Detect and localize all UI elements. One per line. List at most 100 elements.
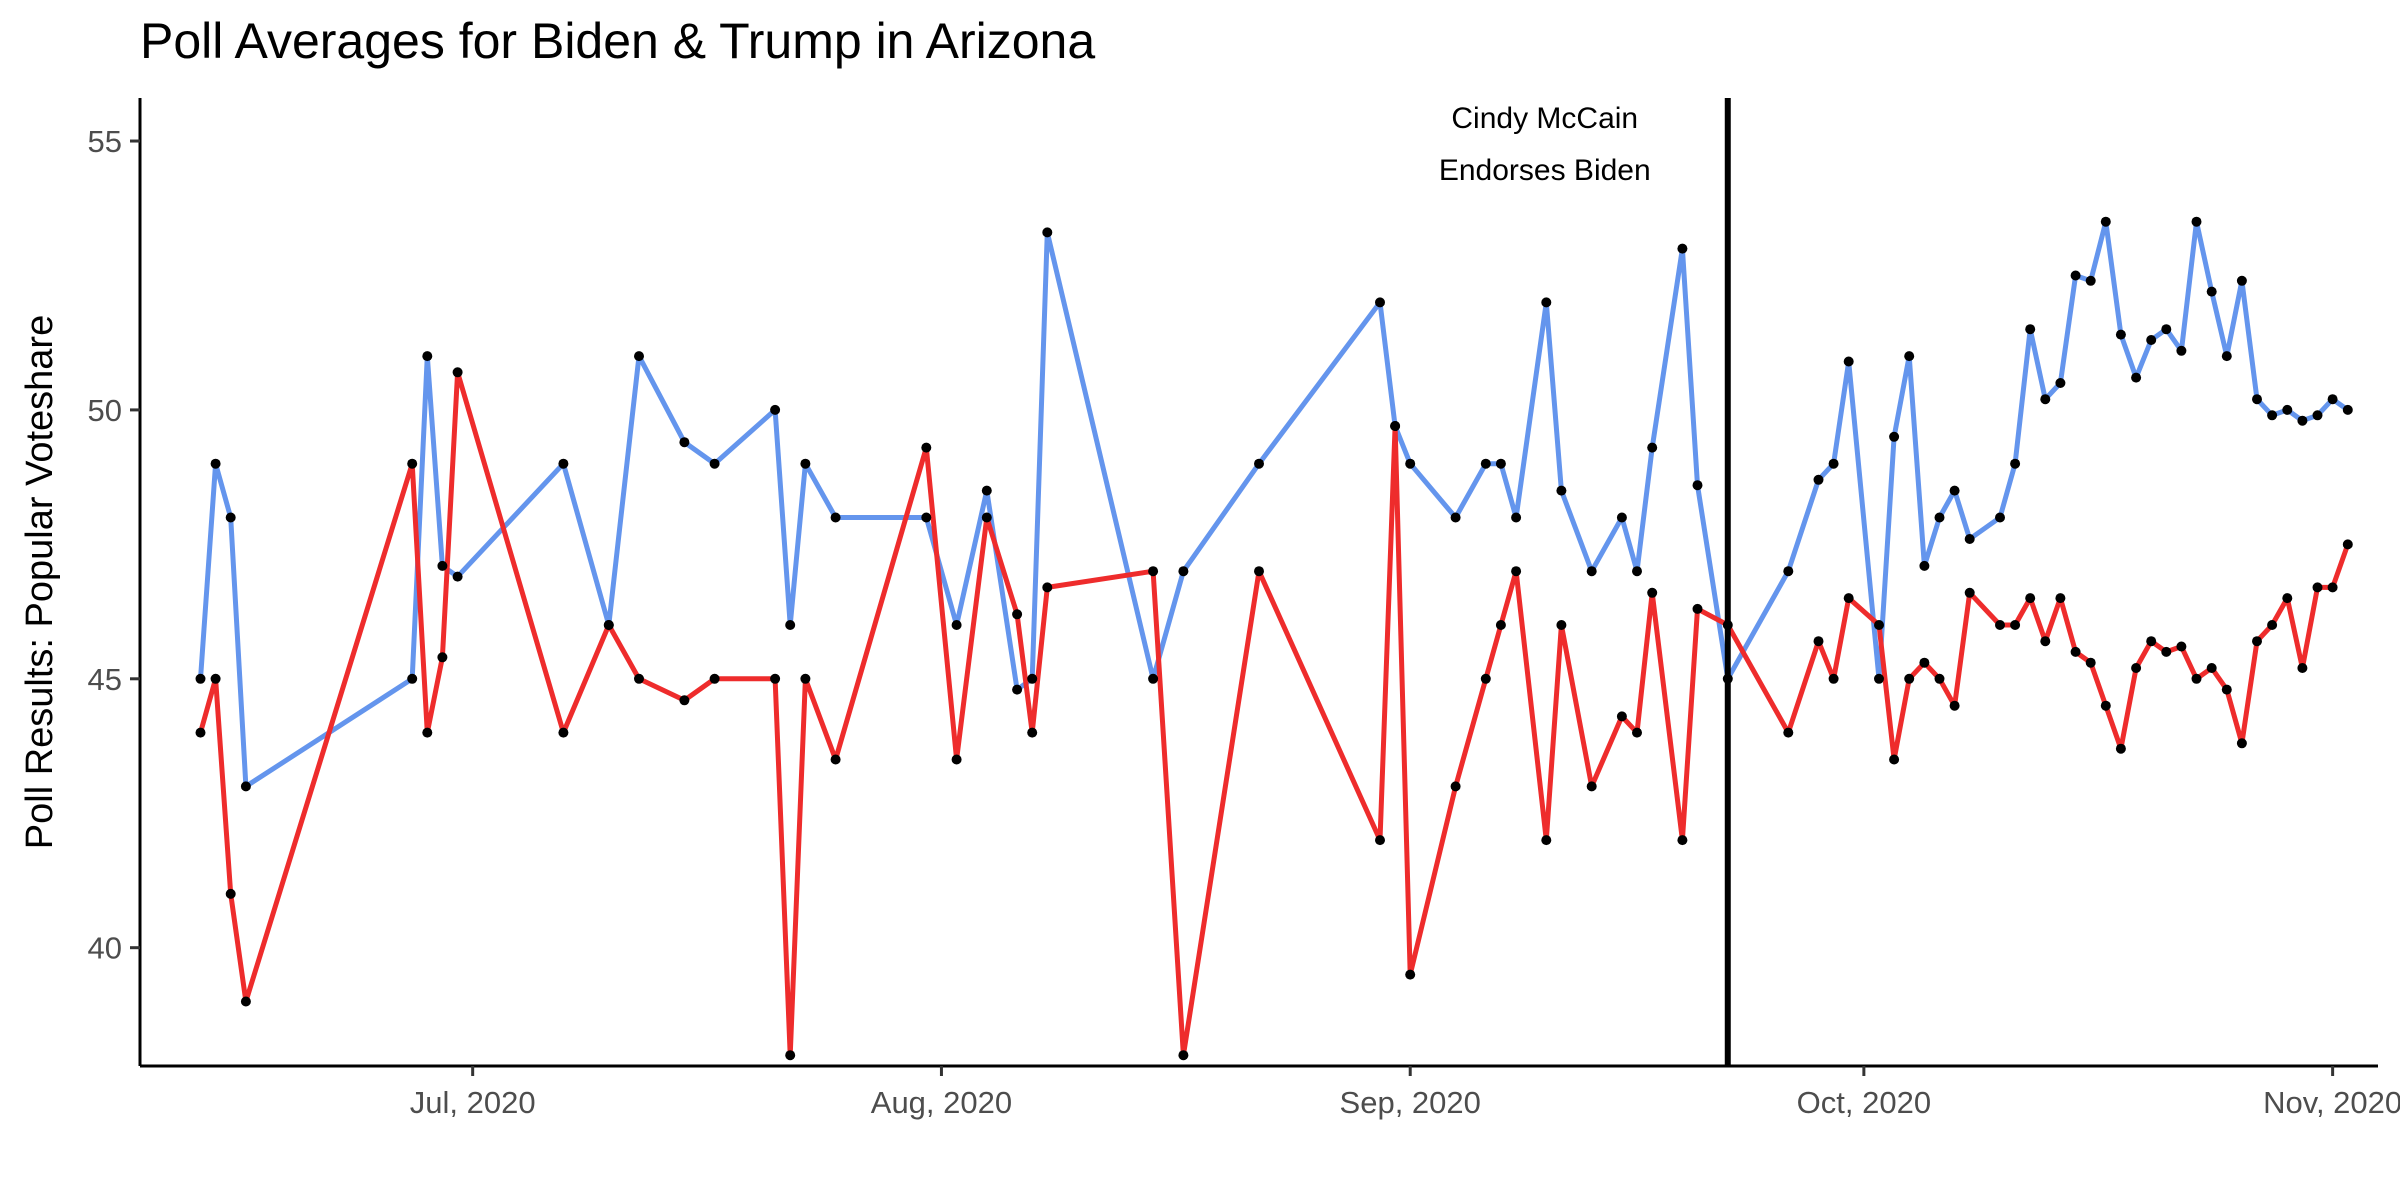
data-point (1616, 711, 1627, 722)
data-point (2282, 593, 2293, 604)
data-point (1904, 351, 1915, 362)
data-point (1632, 727, 1642, 738)
data-point (240, 996, 251, 1007)
data-point (195, 673, 206, 684)
data-point (2161, 324, 2172, 335)
data-point (1586, 566, 1597, 577)
data-point (1813, 636, 1824, 647)
data-point (1042, 582, 1053, 593)
data-point (2282, 404, 2293, 415)
data-point (2010, 458, 2021, 469)
data-point (2055, 593, 2066, 604)
data-point (1178, 1050, 1189, 1061)
data-point (1541, 297, 1552, 308)
data-point (1692, 480, 1703, 491)
data-point (2327, 394, 2338, 405)
data-point (634, 351, 644, 362)
data-point (2115, 743, 2126, 754)
data-point (951, 754, 962, 765)
data-point (1874, 673, 1884, 684)
data-point (921, 512, 932, 523)
data-point (2010, 620, 2021, 630)
data-point (1647, 442, 1658, 453)
data-point (2312, 410, 2323, 421)
data-point (1949, 485, 1960, 496)
data-point (195, 727, 206, 738)
data-point (2221, 351, 2232, 362)
y-tick-label: 45 (88, 662, 122, 697)
data-point (1254, 566, 1264, 577)
data-point (1677, 835, 1688, 846)
data-point (2146, 335, 2157, 345)
data-point (1828, 458, 1839, 469)
data-point (2025, 324, 2036, 335)
data-point (830, 754, 841, 765)
data-point (558, 727, 569, 738)
annotation-label: Endorses Biden (1439, 154, 1651, 187)
data-point (1012, 684, 1023, 695)
data-point (1995, 620, 2005, 630)
data-point (2055, 378, 2066, 388)
data-point (1995, 512, 2005, 523)
data-point (1375, 297, 1385, 308)
points-layer (195, 216, 2353, 1061)
data-point (1616, 512, 1627, 523)
data-point (422, 727, 433, 738)
data-point (437, 652, 448, 663)
data-point (2327, 582, 2338, 593)
data-point (1556, 485, 1567, 496)
data-point (1027, 673, 1038, 684)
y-tick-label: 40 (88, 931, 122, 966)
data-point (2267, 620, 2278, 630)
data-point (1949, 700, 1960, 711)
data-point (422, 351, 433, 362)
data-point (1964, 534, 1975, 544)
data-point (800, 458, 811, 469)
data-point (1480, 458, 1491, 469)
data-point (1889, 754, 1900, 765)
y-axis-title: Poll Results: Popular Voteshare (19, 315, 61, 849)
axes: 40 45 50 55 Jul, 2020 Aug, 2020 Sep, 2020 Oct, … (88, 98, 2400, 1120)
data-point (2206, 663, 2217, 673)
data-point (1813, 474, 1824, 485)
data-point (1178, 566, 1189, 577)
data-point (2131, 663, 2142, 673)
data-point (1511, 512, 1522, 523)
x-tick-label: Aug, 2020 (871, 1085, 1012, 1120)
data-point (2252, 394, 2262, 405)
data-point (2131, 372, 2142, 383)
data-point (2221, 684, 2232, 695)
data-point (1934, 512, 1945, 523)
data-point (2252, 636, 2262, 647)
data-point (709, 458, 720, 469)
data-point (1722, 673, 1733, 684)
data-point (1495, 458, 1506, 469)
data-point (2297, 663, 2308, 673)
data-point (2161, 646, 2172, 657)
data-point (2070, 270, 2081, 281)
data-point (225, 888, 236, 899)
x-tick-label: Sep, 2020 (1340, 1085, 1481, 1120)
data-point (1889, 431, 1900, 442)
data-point (2342, 539, 2353, 550)
series-line-1 (198, 219, 2350, 789)
data-point (2100, 700, 2111, 711)
data-point (1843, 593, 1854, 604)
data-point (800, 673, 811, 684)
data-point (1450, 781, 1461, 792)
data-point (785, 620, 796, 630)
data-point (2236, 275, 2247, 286)
data-point (1677, 243, 1688, 254)
data-point (1405, 458, 1416, 469)
data-point (1934, 673, 1945, 684)
data-point (2191, 673, 2202, 684)
data-point (407, 458, 418, 469)
data-point (2312, 582, 2323, 593)
data-point (1480, 673, 1491, 684)
data-point (770, 673, 781, 684)
data-point (1511, 566, 1522, 577)
data-point (2100, 216, 2111, 227)
data-point (1541, 835, 1552, 846)
data-point (452, 571, 463, 582)
